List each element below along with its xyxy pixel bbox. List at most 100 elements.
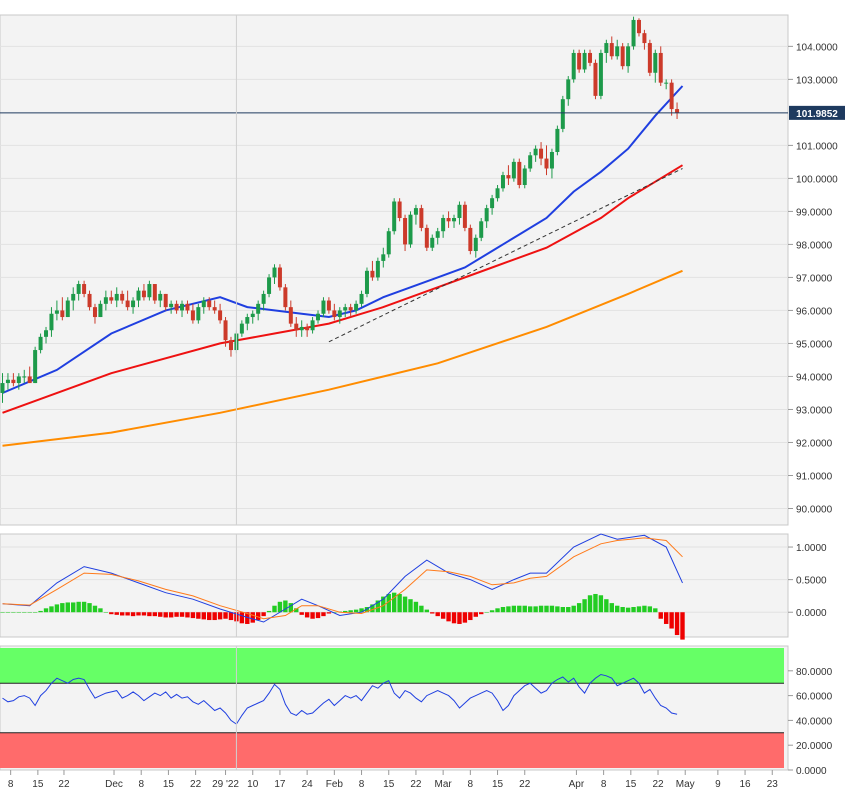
- macd-histogram-bar: [658, 612, 663, 619]
- candle-body: [375, 260, 380, 278]
- candle: [370, 260, 375, 281]
- macd-histogram-bar: [266, 610, 272, 613]
- candle-body: [571, 52, 576, 80]
- candle: [44, 326, 49, 344]
- macd-histogram-bar: [479, 612, 484, 615]
- candle-body: [305, 326, 310, 331]
- candle-body: [152, 284, 157, 301]
- macd-histogram-bar: [92, 605, 98, 613]
- candle: [577, 49, 582, 73]
- candle: [560, 95, 565, 133]
- rsi-tick-label: 0.0000: [796, 766, 827, 777]
- macd-histogram-bar: [495, 608, 500, 613]
- candle-body: [435, 231, 440, 238]
- macd-histogram-bar: [680, 612, 685, 640]
- candle-body: [98, 303, 103, 318]
- macd-histogram-bar: [517, 605, 522, 613]
- x-tick-label: 15: [625, 779, 637, 790]
- candle: [609, 36, 614, 60]
- macd-line: [2, 533, 683, 623]
- candle-body: [533, 148, 538, 156]
- candle: [539, 142, 544, 166]
- macd-histogram-bar: [196, 612, 201, 619]
- candle-body: [490, 198, 495, 209]
- candle: [533, 145, 538, 162]
- candle: [615, 39, 620, 60]
- macd-plot-background: [0, 533, 789, 638]
- candle: [76, 280, 81, 301]
- candle: [326, 297, 331, 314]
- price-tick-label: 98.0000: [796, 240, 833, 251]
- moving-average-line: [2, 85, 684, 394]
- candle-body: [446, 218, 451, 222]
- macd-histogram-bar: [272, 605, 277, 613]
- macd-histogram-bar: [413, 601, 419, 613]
- candle-body: [261, 293, 266, 304]
- candle-body: [11, 379, 16, 384]
- macd-histogram-bar: [386, 593, 391, 613]
- price-tick-label: 93.0000: [796, 405, 833, 416]
- candle-body: [228, 340, 233, 351]
- candle: [468, 224, 473, 255]
- candle-body: [87, 293, 92, 308]
- macd-histogram-bar: [446, 612, 451, 622]
- candle-body: [71, 293, 76, 301]
- macd-histogram-bar: [43, 608, 49, 613]
- candle: [212, 300, 217, 314]
- candle-body: [33, 350, 38, 384]
- macd-histogram-bar: [114, 612, 119, 615]
- macd-histogram-bar: [217, 612, 223, 620]
- candle: [495, 185, 500, 202]
- candle-body: [626, 46, 631, 67]
- candle-body: [642, 33, 647, 44]
- macd-panel: 1.0000 0.5000 0.0000: [0, 533, 827, 640]
- candle: [359, 290, 364, 308]
- candle-body: [397, 201, 402, 219]
- macd-histogram-bar: [663, 612, 669, 624]
- price-tick-label: 95.0000: [796, 339, 833, 350]
- candle-body: [631, 19, 636, 47]
- x-tick-label: 24: [302, 779, 314, 790]
- candle: [631, 16, 636, 50]
- macd-histogram-bar: [87, 603, 92, 613]
- candle-body: [92, 307, 97, 318]
- macd-histogram-bar: [168, 612, 174, 618]
- candle: [190, 303, 195, 324]
- macd-histogram-bar: [489, 610, 495, 613]
- x-tick-label: 29 '22: [212, 779, 239, 790]
- candle-body: [326, 300, 331, 311]
- macd-tick-label: 0.5000: [796, 576, 827, 587]
- macd-histogram-bar: [381, 596, 386, 613]
- macd-histogram-bar: [440, 612, 446, 619]
- candle-body: [136, 290, 141, 301]
- price-tick-label: 104.0000: [796, 42, 838, 53]
- macd-histogram-bar: [255, 612, 261, 621]
- candle-body: [201, 300, 206, 308]
- macd-histogram-bar: [310, 612, 315, 619]
- macd-histogram-bar: [391, 592, 397, 613]
- macd-histogram-bar: [60, 603, 65, 613]
- candle-body: [560, 99, 565, 129]
- candle: [33, 346, 38, 384]
- candle-body: [76, 284, 81, 294]
- candle: [158, 290, 163, 308]
- macd-histogram-bar: [32, 612, 38, 613]
- price-axis: 104.0000 103.0000 101.0000 100.0000 99.0000 9…: [788, 42, 838, 515]
- candle-body: [604, 43, 609, 53]
- macd-histogram-bar: [457, 612, 462, 624]
- candle: [484, 204, 489, 228]
- x-tick-label: 15: [32, 779, 44, 790]
- candle: [114, 287, 119, 308]
- moving-average-line: [2, 164, 684, 414]
- candle: [392, 198, 397, 235]
- macd-histogram-bar: [636, 606, 642, 613]
- macd-histogram-bar: [500, 607, 506, 613]
- macd-histogram-bar: [207, 612, 212, 621]
- candle: [0, 373, 5, 403]
- candle-body: [239, 323, 244, 334]
- candle-body: [484, 208, 489, 222]
- candle: [316, 310, 321, 324]
- macd-histogram-bar: [587, 595, 593, 613]
- candle-body: [593, 62, 598, 96]
- macd-tick-label: 0.0000: [796, 608, 827, 619]
